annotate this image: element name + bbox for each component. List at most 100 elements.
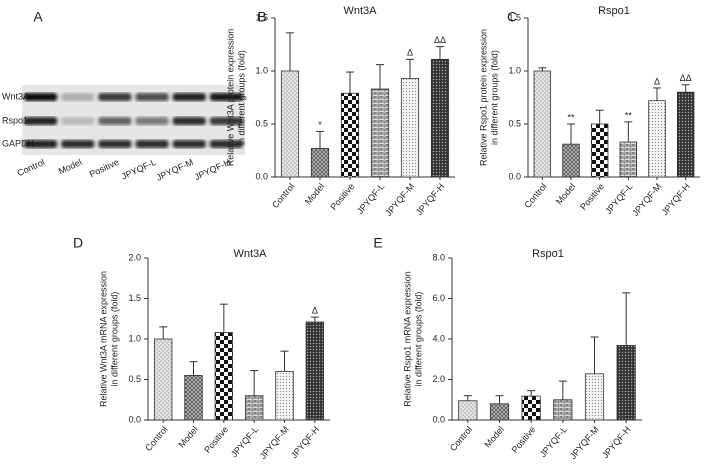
- blot-row-label: Wnt3A: [2, 91, 29, 101]
- x-tick-label: JPYQF-M: [383, 181, 416, 218]
- y-axis-label: in different groups (fold): [413, 292, 423, 387]
- bar: [619, 141, 638, 178]
- significance-label: **: [625, 110, 633, 120]
- panel-letter: B: [257, 9, 266, 25]
- blot-band: [172, 117, 206, 125]
- chart-title: Wnt3A: [343, 5, 377, 17]
- blot-band: [98, 117, 132, 125]
- blot-band: [98, 93, 132, 101]
- panel-letter: A: [33, 9, 43, 25]
- significance-label: ΔΔ: [434, 35, 446, 45]
- bar: [244, 395, 264, 421]
- y-tick-label: 1.5: [128, 293, 141, 303]
- bar: [676, 91, 695, 178]
- x-tick-label: Control: [270, 181, 296, 210]
- x-tick-label: Model: [482, 424, 505, 449]
- blot-band: [61, 140, 95, 148]
- y-tick-label: 4.0: [432, 333, 445, 343]
- bar: [458, 400, 478, 421]
- y-tick-label: 1.0: [255, 65, 268, 75]
- x-tick-label: JPYQF-L: [229, 424, 260, 459]
- bar: [340, 92, 360, 178]
- blot-band: [24, 93, 58, 101]
- y-tick-label: 0.0: [508, 171, 521, 181]
- bar: [584, 373, 605, 421]
- y-tick-label: 0.5: [128, 374, 141, 384]
- significance-label: Δ: [407, 48, 413, 58]
- y-tick-label: 1.5: [255, 12, 268, 22]
- x-tick-label: Positive: [510, 424, 538, 455]
- bar: [310, 147, 330, 178]
- blot-band: [61, 93, 95, 101]
- bar: [553, 399, 573, 421]
- chart-title: Rspo1: [532, 248, 564, 260]
- x-tick-label: Control: [448, 424, 474, 453]
- blot-band: [209, 140, 243, 148]
- x-tick-label: Control: [522, 181, 548, 210]
- y-axis-label: Relative Wnt3A protein expression: [225, 29, 235, 167]
- x-tick-label: Positive: [578, 181, 606, 212]
- bar: [214, 332, 234, 421]
- bar: [275, 370, 294, 421]
- y-tick-label: 0.0: [255, 171, 268, 181]
- x-tick-label: Positive: [202, 424, 230, 455]
- blot-background: [22, 85, 245, 155]
- x-tick-label: JPYQF-M: [630, 181, 663, 218]
- blot-band: [172, 140, 206, 148]
- bar: [489, 403, 510, 421]
- x-tick-label: Positive: [88, 157, 121, 179]
- significance-label: Δ: [654, 76, 660, 86]
- y-axis-label: in different groups (fold): [236, 50, 246, 145]
- y-tick-label: 0.0: [432, 414, 445, 424]
- x-tick-label: JPYQF-L: [538, 424, 569, 459]
- y-axis-label: Relative Wnt3A mRNA expression: [98, 271, 108, 407]
- bar: [521, 395, 541, 421]
- y-tick-label: 0.0: [128, 414, 141, 424]
- y-axis-label: in different groups (fold): [489, 50, 499, 145]
- x-tick-label: JPYQF-M: [155, 157, 195, 183]
- x-tick-label: JPYQF-M: [568, 424, 601, 461]
- blot-band: [98, 140, 132, 148]
- blot-band: [209, 93, 243, 101]
- bar: [616, 345, 636, 421]
- bar: [400, 78, 420, 178]
- panel-letter: E: [373, 235, 382, 251]
- blot-band: [24, 117, 58, 125]
- x-tick-label: Positive: [328, 181, 356, 212]
- x-tick-label: JPYQF-H: [414, 181, 446, 217]
- significance-label: Δ: [312, 306, 318, 316]
- significance-label: *: [318, 120, 322, 130]
- x-tick-label: Model: [303, 181, 326, 206]
- blot-band: [172, 93, 206, 101]
- panel-letter: C: [507, 9, 517, 25]
- bar: [305, 321, 325, 421]
- bar: [562, 143, 580, 178]
- x-tick-label: JPYQF-H: [289, 424, 321, 460]
- x-tick-label: Model: [554, 181, 577, 206]
- significance-label: ΔΔ: [680, 73, 692, 83]
- x-tick-label: JPYQF-H: [660, 181, 692, 217]
- y-tick-label: 0.5: [508, 118, 521, 128]
- x-tick-label: Model: [57, 157, 83, 176]
- x-tick-label: Control: [16, 157, 47, 178]
- x-tick-label: Model: [176, 424, 199, 449]
- blot-row-label: GAPDH: [2, 138, 34, 148]
- y-tick-label: 8.0: [432, 252, 445, 262]
- bar: [590, 123, 609, 178]
- blot-band: [61, 117, 95, 125]
- blot-band: [135, 117, 169, 125]
- blot-band: [135, 140, 169, 148]
- y-tick-label: 2.0: [432, 374, 445, 384]
- blot-row-label: Rspo1: [2, 115, 28, 125]
- blot-band: [135, 93, 169, 101]
- bar: [153, 338, 173, 421]
- y-axis-label: Relative Rspo1 protein expression: [478, 29, 488, 166]
- y-tick-label: 1.0: [128, 333, 141, 343]
- significance-label: **: [567, 112, 575, 122]
- x-tick-label: JPYQF-L: [120, 157, 158, 182]
- blot-band: [24, 140, 58, 148]
- chart-title: Rspo1: [598, 5, 630, 17]
- y-tick-label: 1.0: [508, 65, 521, 75]
- chart-title: Wnt3A: [233, 248, 267, 260]
